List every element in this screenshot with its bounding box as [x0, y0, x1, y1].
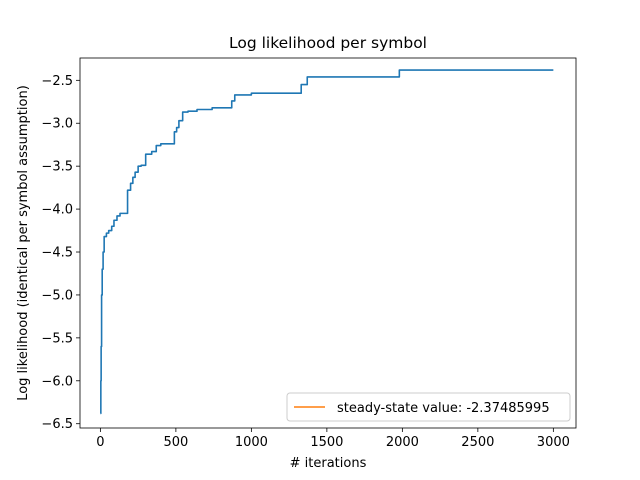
- x-tick-label: 2500: [461, 435, 494, 450]
- x-axis: 0 500 1000 1500 2000 2500 3000: [96, 428, 570, 450]
- plot-area-frame: [79, 57, 577, 429]
- x-tick-label: 2000: [386, 435, 419, 450]
- series-layer: [100, 69, 554, 415]
- y-tick-label: −4.5: [41, 246, 73, 261]
- y-tick-label: −3.5: [41, 160, 73, 175]
- x-axis-label: # iterations: [290, 456, 367, 471]
- legend: steady-state value: -2.37485995: [286, 392, 571, 422]
- x-tick-label: 1000: [235, 435, 268, 450]
- x-tick-label: 0: [96, 435, 104, 450]
- y-tick-label: −4.0: [41, 203, 73, 218]
- y-tick-label: −3.0: [41, 117, 73, 132]
- y-tick-label: −6.0: [41, 374, 73, 389]
- y-axis: −6.5 −6.0 −5.5 −5.0 −4.5 −4.0 −3.5 −3.0 −2.5: [41, 74, 80, 432]
- x-tick-label: 1500: [310, 435, 343, 450]
- y-tick-label: −2.5: [41, 74, 73, 89]
- y-tick-label: −5.0: [41, 288, 73, 303]
- chart-title: Log likelihood per symbol: [229, 34, 427, 52]
- x-tick-label: 3000: [537, 435, 570, 450]
- legend-box: [286, 392, 571, 422]
- series-line-0: [100, 69, 554, 415]
- legend-label-steady-state: steady-state value: -2.37485995: [337, 401, 550, 416]
- y-tick-label: −5.5: [41, 331, 73, 346]
- y-tick-label: −6.5: [41, 417, 73, 432]
- x-tick-label: 500: [163, 435, 188, 450]
- y-axis-label: Log likelihood (identical per symbol ass…: [16, 85, 31, 401]
